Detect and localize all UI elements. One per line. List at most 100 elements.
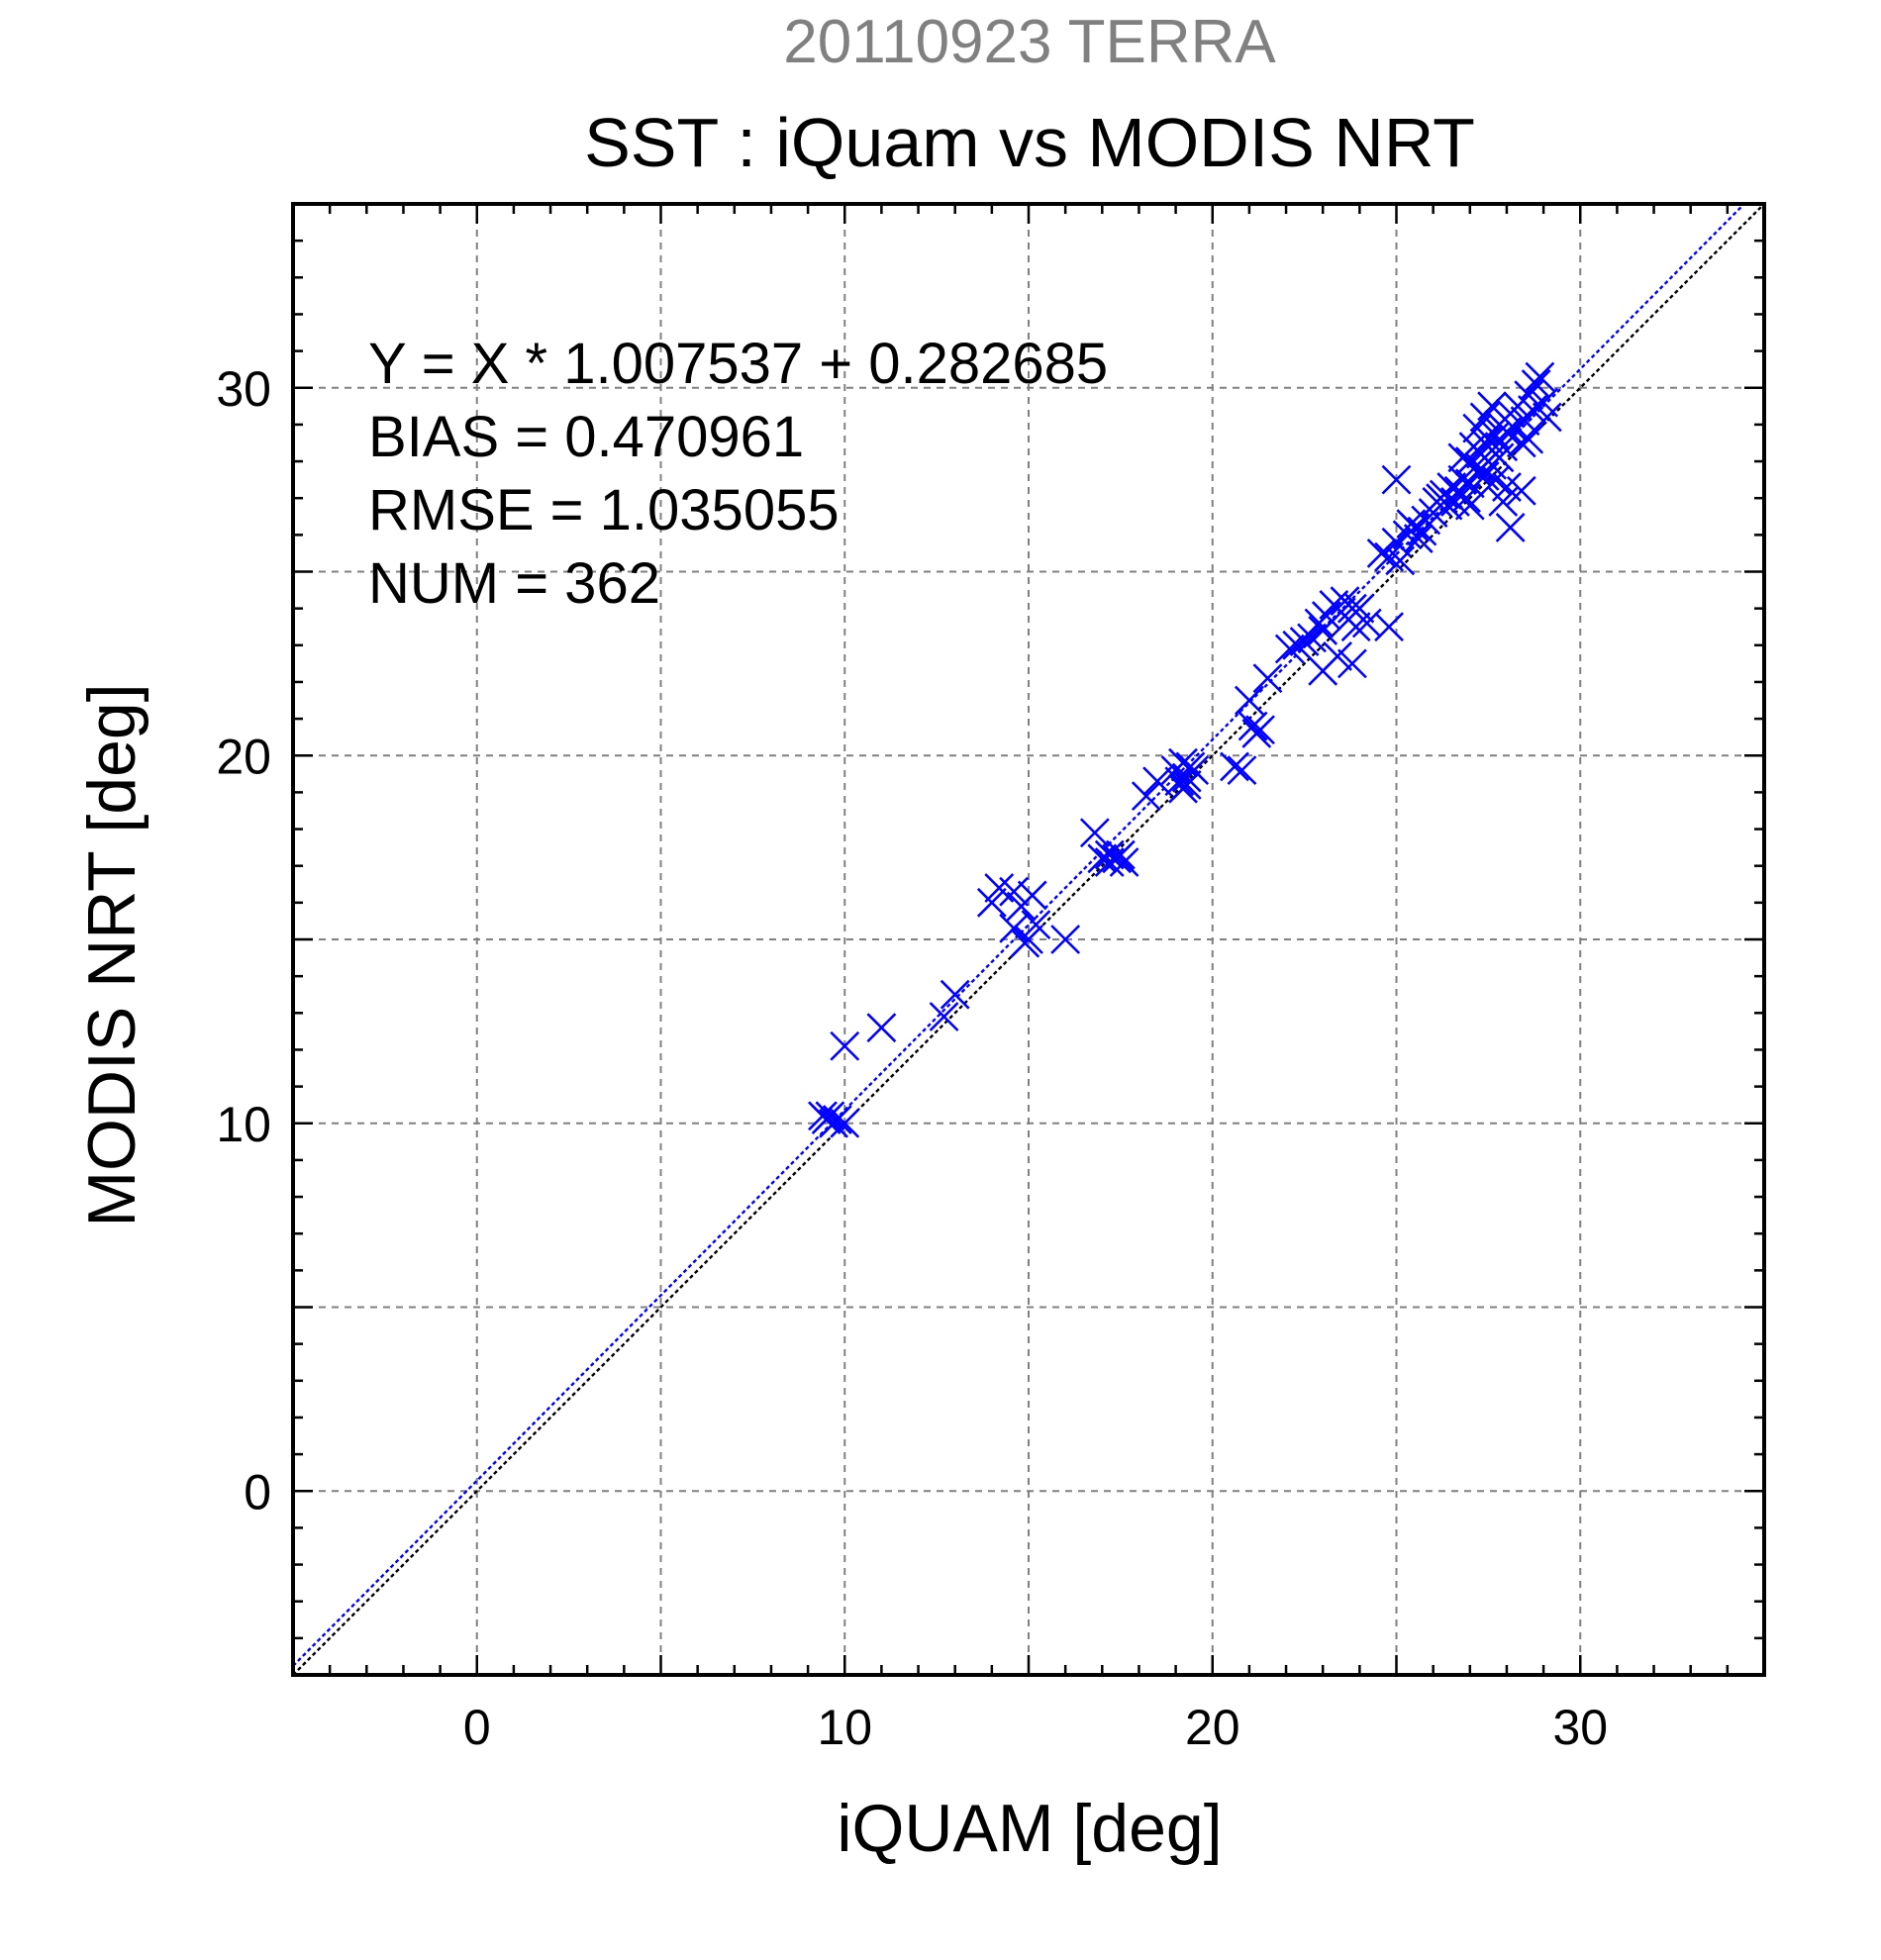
data-point-marker [1403, 524, 1434, 553]
data-point-marker [1252, 663, 1283, 694]
data-point [1385, 545, 1416, 576]
data-point-marker [1385, 545, 1416, 576]
data-point-marker [976, 887, 1007, 918]
data-point-marker [1164, 766, 1195, 797]
data-point-marker [1323, 641, 1352, 671]
data-point [1245, 715, 1275, 745]
x-tick-label: 20 [1185, 1700, 1240, 1755]
data-point [1179, 755, 1210, 786]
stat-bias: BIAS = 0.470961 [368, 405, 804, 469]
data-point [866, 1013, 897, 1043]
data-point [1344, 593, 1375, 624]
data-point-marker [830, 1108, 860, 1138]
chart-title: SST : iQuam vs MODIS NRT [584, 104, 1475, 181]
data-point-marker [1171, 770, 1202, 800]
y-tick-label: 10 [216, 1097, 271, 1152]
data-point [1340, 612, 1371, 642]
data-point [1323, 641, 1352, 671]
data-point [1234, 685, 1264, 716]
data-point [1506, 475, 1536, 506]
data-point [1366, 539, 1397, 568]
data-point [811, 1105, 842, 1134]
data-point-marker [1131, 781, 1161, 812]
data-point [940, 979, 970, 1010]
data-point [1492, 417, 1522, 447]
stat-num: NUM = 362 [368, 551, 660, 616]
data-point [1164, 766, 1195, 797]
data-point [819, 1108, 849, 1138]
data-point [1454, 490, 1485, 521]
data-point [830, 1108, 860, 1138]
data-point [999, 876, 1030, 907]
data-point-marker [1234, 685, 1264, 716]
data-point-marker [1381, 464, 1412, 495]
data-point [1079, 818, 1110, 848]
grid [293, 204, 1764, 1675]
data-point-marker [1017, 880, 1047, 911]
y-tick-label: 0 [244, 1464, 271, 1519]
data-point [1220, 751, 1249, 782]
data-point [1227, 755, 1257, 786]
data-point-marker [1142, 766, 1172, 797]
data-point [1050, 925, 1081, 954]
data-point-marker [1289, 627, 1320, 657]
data-point-marker [929, 1002, 959, 1031]
data-point [1142, 766, 1172, 797]
data-point-marker [1105, 839, 1136, 870]
data-point [1010, 928, 1040, 958]
data-point-marker [940, 979, 970, 1010]
data-point-marker [1366, 539, 1397, 568]
data-point [929, 1002, 959, 1031]
data-point-marker [1418, 498, 1448, 528]
data-point-marker [1010, 928, 1040, 958]
data-point [1484, 442, 1515, 473]
data-point [1274, 634, 1305, 664]
data-point-marker [830, 1030, 860, 1061]
data-point-marker [1495, 513, 1526, 542]
data-point-marker [1447, 442, 1478, 473]
data-point [1238, 711, 1268, 741]
y-tick-labels: 0 10 20 30 [216, 361, 271, 1520]
stat-rmse: RMSE = 1.035055 [368, 478, 840, 542]
data-point-marker [1227, 755, 1257, 786]
data-point-marker [811, 1105, 842, 1134]
data-point-marker [1274, 634, 1305, 664]
data-point [1477, 391, 1508, 422]
data-point [1418, 498, 1448, 528]
data-point [1374, 541, 1404, 572]
x-axis-label: iQUAM [deg] [837, 1791, 1222, 1866]
data-point [1131, 781, 1161, 812]
y-axis-label: MODIS NRT [deg] [74, 683, 149, 1226]
x-tick-labels: 0 10 20 30 [463, 1700, 1608, 1755]
data-points [808, 361, 1562, 1138]
data-point-marker [1340, 612, 1371, 642]
data-point-marker [1109, 847, 1139, 877]
y-tick-label: 20 [216, 729, 271, 784]
data-point-marker [1374, 612, 1404, 642]
regression-line [292, 203, 1745, 1667]
stat-equation: Y = X * 1.007537 + 0.282685 [368, 332, 1108, 396]
data-point [1105, 839, 1136, 870]
data-point-marker [819, 1108, 849, 1138]
data-point-marker [1374, 541, 1404, 572]
y-tick-label: 30 [216, 361, 271, 417]
data-point [1403, 524, 1434, 553]
data-point [1252, 663, 1283, 694]
data-point [830, 1030, 860, 1061]
data-point [1374, 612, 1404, 642]
data-point [1289, 627, 1320, 657]
data-point [1495, 513, 1526, 542]
data-point-marker [1514, 424, 1544, 454]
data-point-marker [1337, 648, 1367, 679]
data-point-marker [1238, 711, 1268, 741]
data-point-marker [1525, 361, 1555, 392]
data-point [1525, 361, 1555, 392]
data-point-marker [1454, 490, 1485, 521]
data-point [1514, 424, 1544, 454]
data-point [1521, 369, 1551, 399]
data-point-marker [866, 1013, 897, 1043]
data-point-marker [1220, 751, 1249, 782]
data-point-marker [1484, 442, 1515, 473]
data-point [1337, 648, 1367, 679]
